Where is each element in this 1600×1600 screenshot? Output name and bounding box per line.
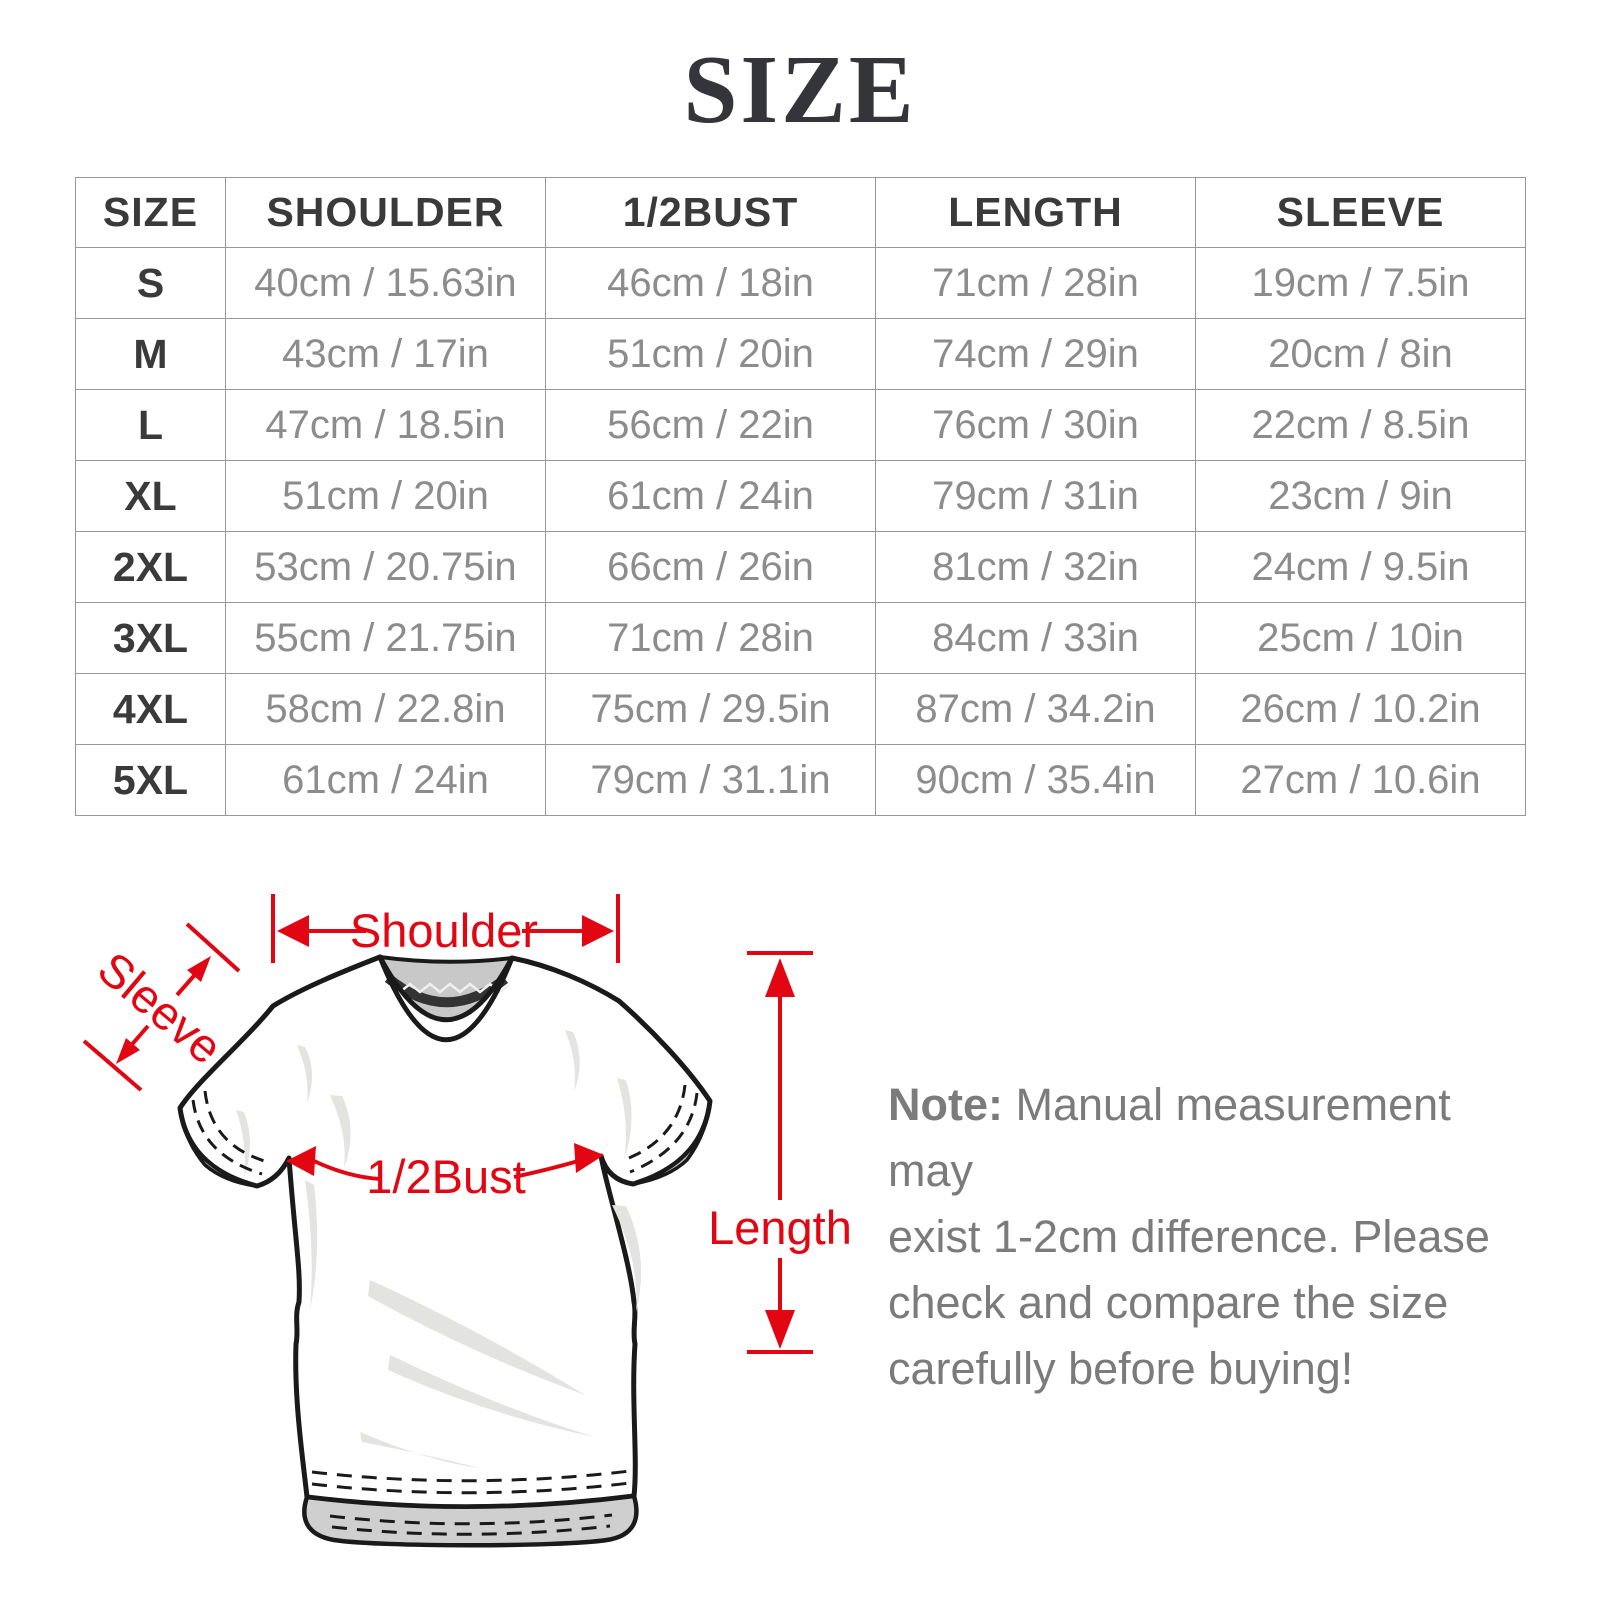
cell-half_bust: 46cm / 18in bbox=[545, 247, 876, 319]
shoulder-arrow: Shoulder bbox=[271, 894, 620, 963]
row-size-label: S bbox=[75, 247, 226, 319]
hem-stitching bbox=[311, 1469, 631, 1536]
table-row: L 47cm / 18.5in 56cm / 22in 76cm / 30in 22cm… bbox=[75, 389, 1526, 461]
cell-sleeve: 23cm / 9in bbox=[1195, 460, 1526, 532]
cell-sleeve: 26cm / 10.2in bbox=[1195, 673, 1526, 745]
row-size-label: XL bbox=[75, 460, 226, 532]
length-arrow: Length bbox=[708, 951, 852, 1354]
cell-length: 90cm / 35.4in bbox=[875, 744, 1196, 816]
right-cuff-inside bbox=[632, 1100, 712, 1186]
row-size-label: 5XL bbox=[75, 744, 226, 816]
cell-shoulder: 51cm / 20in bbox=[225, 460, 546, 532]
column-header-size: SIZE bbox=[75, 177, 226, 248]
bust-label: 1/2Bust bbox=[366, 1150, 525, 1203]
wrinkle-shading bbox=[236, 1030, 642, 1468]
table-row: XL 51cm / 20in 61cm / 24in 79cm / 31in 23cm … bbox=[75, 460, 1526, 532]
note-text: Note: Manual measurement may exist 1-2cm… bbox=[888, 1072, 1528, 1402]
note-line-2: exist 1-2cm difference. Please bbox=[888, 1211, 1490, 1262]
cell-sleeve: 19cm / 7.5in bbox=[1195, 247, 1526, 319]
row-size-label: 4XL bbox=[75, 673, 226, 745]
collar-stitch-zigzag bbox=[389, 982, 510, 994]
cell-length: 71cm / 28in bbox=[875, 247, 1196, 319]
note-line-4: carefully before buying! bbox=[888, 1343, 1354, 1394]
size-table: SIZE SHOULDER 1/2BUST LENGTH SLEEVE S 40cm / … bbox=[75, 177, 1526, 816]
shoulder-label: Shoulder bbox=[350, 904, 538, 957]
sleeve-label: Sleeve bbox=[88, 941, 232, 1074]
bust-arrow: 1/2Bust bbox=[286, 1143, 604, 1203]
size-table-container: SIZE SHOULDER 1/2BUST LENGTH SLEEVE S 40cm / … bbox=[75, 177, 1526, 816]
cell-shoulder: 40cm / 15.63in bbox=[225, 247, 546, 319]
cell-half_bust: 61cm / 24in bbox=[545, 460, 876, 532]
cell-sleeve: 22cm / 8.5in bbox=[1195, 389, 1526, 461]
cell-length: 84cm / 33in bbox=[875, 602, 1196, 674]
table-row: 5XL 61cm / 24in 79cm / 31.1in 90cm / 35.4in… bbox=[75, 744, 1526, 816]
cell-half_bust: 79cm / 31.1in bbox=[545, 744, 876, 816]
note-line-1: Note: Manual measurement may bbox=[888, 1072, 1528, 1204]
cell-shoulder: 58cm / 22.8in bbox=[225, 673, 546, 745]
cell-length: 81cm / 32in bbox=[875, 531, 1196, 603]
table-row: 3XL 55cm / 21.75in 71cm / 28in 84cm / 33in 2… bbox=[75, 602, 1526, 674]
cell-length: 76cm / 30in bbox=[875, 389, 1196, 461]
cell-shoulder: 47cm / 18.5in bbox=[225, 389, 546, 461]
tshirt-graphic bbox=[177, 954, 713, 1548]
row-size-label: 3XL bbox=[75, 602, 226, 674]
collar-front-band bbox=[377, 954, 515, 1042]
row-size-label: M bbox=[75, 318, 226, 390]
cell-sleeve: 27cm / 10.6in bbox=[1195, 744, 1526, 816]
page-title: SIZE bbox=[683, 36, 917, 143]
cell-length: 87cm / 34.2in bbox=[875, 673, 1196, 745]
table-row: 4XL 58cm / 22.8in 75cm / 29.5in 87cm / 34.2… bbox=[75, 673, 1526, 745]
table-header-row: SIZE SHOULDER 1/2BUST LENGTH SLEEVE bbox=[75, 177, 1526, 248]
size-table-body: S 40cm / 15.63in 46cm / 18in 71cm / 28in 19c… bbox=[75, 247, 1526, 816]
row-size-label: L bbox=[75, 389, 226, 461]
note-label: Note: bbox=[888, 1079, 1003, 1130]
note-line-3: check and compare the size bbox=[888, 1277, 1449, 1328]
length-label: Length bbox=[708, 1201, 852, 1254]
column-header-half_bust: 1/2BUST bbox=[545, 177, 876, 248]
cell-shoulder: 61cm / 24in bbox=[225, 744, 546, 816]
cell-half_bust: 71cm / 28in bbox=[545, 602, 876, 674]
left-cuff-inside bbox=[178, 1107, 258, 1188]
cell-length: 74cm / 29in bbox=[875, 318, 1196, 390]
table-row: S 40cm / 15.63in 46cm / 18in 71cm / 28in 19c… bbox=[75, 247, 1526, 319]
cell-sleeve: 24cm / 9.5in bbox=[1195, 531, 1526, 603]
note-line-1-text: Manual measurement may bbox=[888, 1079, 1451, 1196]
column-header-sleeve: SLEEVE bbox=[1195, 177, 1526, 248]
cuff-stitching bbox=[191, 1084, 699, 1176]
cell-half_bust: 75cm / 29.5in bbox=[545, 673, 876, 745]
